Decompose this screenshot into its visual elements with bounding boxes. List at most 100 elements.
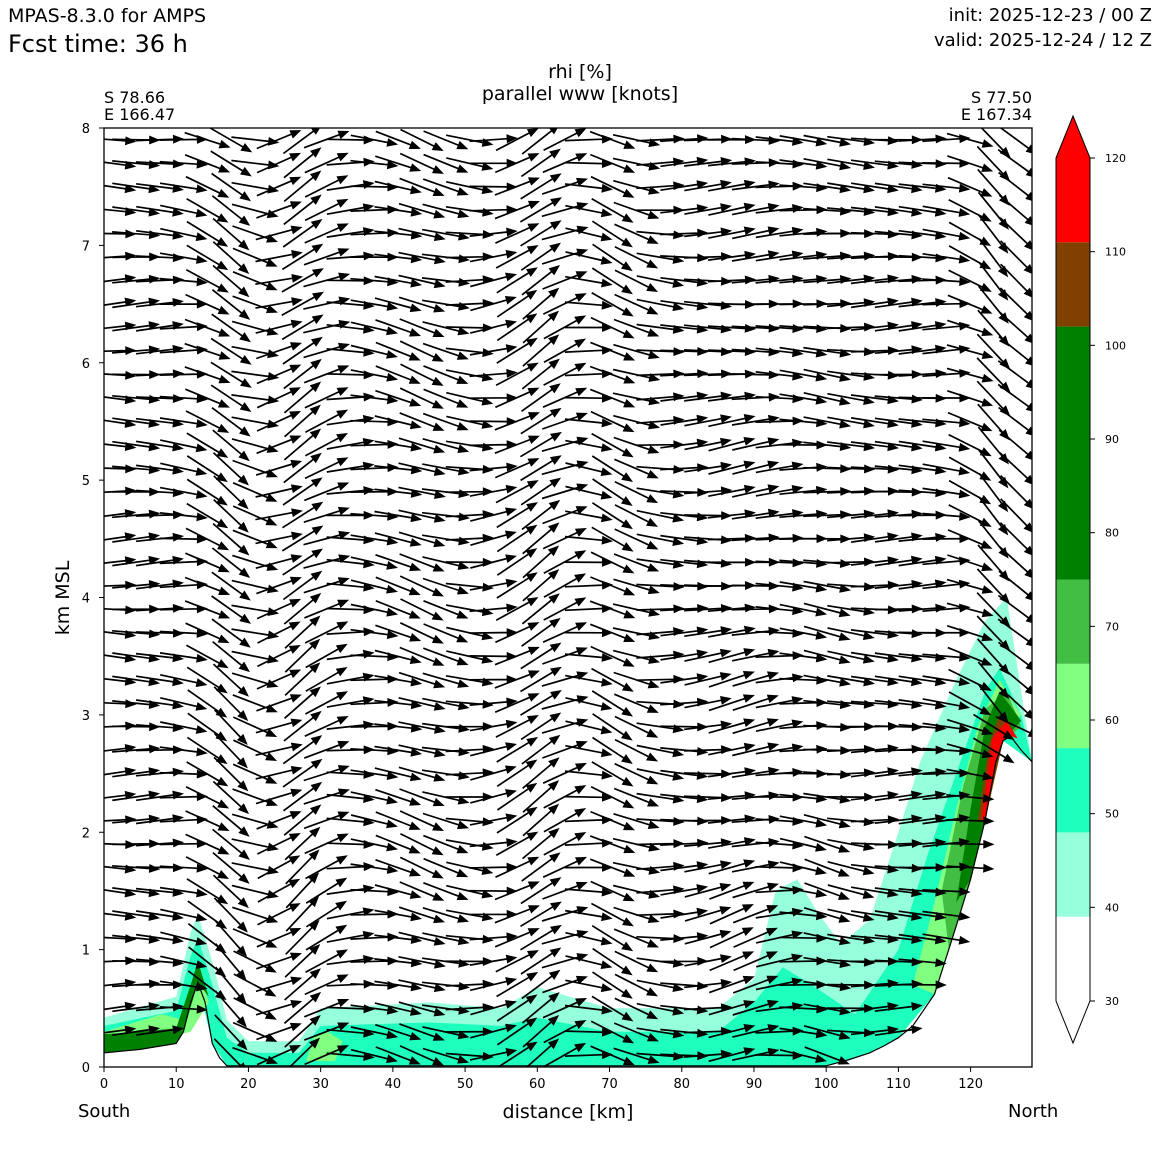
wind-vector <box>494 693 540 713</box>
wind-vector <box>636 722 685 734</box>
wind-vector <box>257 621 301 644</box>
wind-vector <box>590 1020 635 1044</box>
wind-vector <box>496 502 538 529</box>
wind-vector <box>898 790 947 802</box>
wind-vector <box>470 789 518 804</box>
wind-vector <box>398 486 446 499</box>
wind-vector <box>186 502 229 529</box>
wind-vector <box>255 508 303 521</box>
wind-vector <box>542 412 588 430</box>
wind-vector <box>755 840 804 850</box>
wind-vector <box>186 432 229 458</box>
wind-vector <box>543 128 587 151</box>
wind-vector <box>326 582 375 592</box>
wind-vector <box>564 183 613 193</box>
wind-vector <box>374 767 422 782</box>
y-tick-label: 7 <box>82 239 90 254</box>
wind-vector <box>422 412 469 431</box>
wind-vector <box>374 488 423 498</box>
wind-vector <box>494 177 540 196</box>
wind-vector <box>779 440 828 450</box>
wind-vector <box>898 205 947 217</box>
wind-vector <box>589 365 636 384</box>
x-tick-label: 20 <box>240 1077 257 1092</box>
wind-vector <box>375 553 422 572</box>
wind-vector <box>232 763 278 784</box>
wind-vector <box>613 812 660 829</box>
wind-vector <box>281 314 324 341</box>
wind-vector <box>495 715 539 738</box>
wind-vector <box>565 485 613 500</box>
wind-vector <box>803 956 852 969</box>
wind-vector <box>256 598 302 620</box>
y-tick-label: 6 <box>82 357 90 372</box>
wind-vector <box>660 673 709 684</box>
wind-vector <box>614 528 659 550</box>
wind-vector <box>898 464 947 475</box>
wind-vector <box>614 997 659 1020</box>
wind-vector <box>185 810 230 831</box>
wind-vector <box>112 555 161 567</box>
wind-vector <box>591 667 634 692</box>
wind-vector <box>375 624 422 642</box>
wind-vector <box>922 252 971 264</box>
wind-vector <box>732 975 779 994</box>
wind-vector <box>375 1046 421 1065</box>
wind-vector <box>256 435 302 455</box>
wind-vector <box>589 130 636 149</box>
wind-vector <box>779 980 828 990</box>
wind-vector <box>803 932 851 946</box>
wind-vector <box>827 158 875 170</box>
colorbar-segment-4 <box>1056 579 1090 664</box>
wind-vector <box>592 947 633 976</box>
wind-vector <box>283 358 322 390</box>
colorbar-segment-7 <box>1056 158 1090 243</box>
wind-vector <box>977 403 1010 441</box>
wind-vector <box>232 694 278 713</box>
wind-vector <box>494 435 540 454</box>
wind-vector <box>282 735 323 765</box>
wind-vector <box>708 414 756 428</box>
wind-vector <box>684 720 733 731</box>
wind-vector <box>541 718 589 734</box>
wind-vector <box>613 928 659 948</box>
wind-vector <box>898 321 947 332</box>
wind-vector <box>522 522 560 555</box>
wind-vector <box>255 273 304 286</box>
wind-vector <box>469 1048 518 1061</box>
wind-vector <box>612 603 661 617</box>
wind-vector <box>232 505 278 526</box>
wind-vector <box>256 342 302 360</box>
wind-vector <box>521 969 561 1000</box>
wind-vector <box>732 694 779 712</box>
wind-vector <box>159 182 208 194</box>
wind-vector <box>186 455 228 483</box>
wind-vector <box>283 428 322 461</box>
wind-vector <box>375 858 422 877</box>
wind-vector <box>256 387 301 409</box>
wind-vector <box>326 323 375 334</box>
wind-vector <box>256 1022 302 1041</box>
wind-vector <box>826 1003 876 1013</box>
wind-vector <box>874 699 923 710</box>
wind-vector <box>304 223 349 244</box>
wind-vector <box>398 906 446 924</box>
wind-vector <box>948 269 992 292</box>
wind-vector <box>495 223 540 244</box>
wind-vector <box>104 743 137 753</box>
wind-vector <box>422 672 470 688</box>
wind-vector <box>707 767 756 778</box>
wind-vector <box>255 976 303 993</box>
wind-vector <box>543 808 587 833</box>
colorbar-segment-1 <box>1056 832 1090 917</box>
wind-vector <box>104 346 137 356</box>
wind-vector <box>947 554 994 572</box>
wind-vector <box>947 319 994 337</box>
wind-vector <box>232 906 279 924</box>
wind-vector <box>708 670 755 688</box>
wind-vector <box>496 572 538 599</box>
wind-vector <box>304 833 349 855</box>
wind-vector <box>186 478 228 506</box>
wind-vector <box>104 653 137 663</box>
wind-vector <box>684 227 733 238</box>
